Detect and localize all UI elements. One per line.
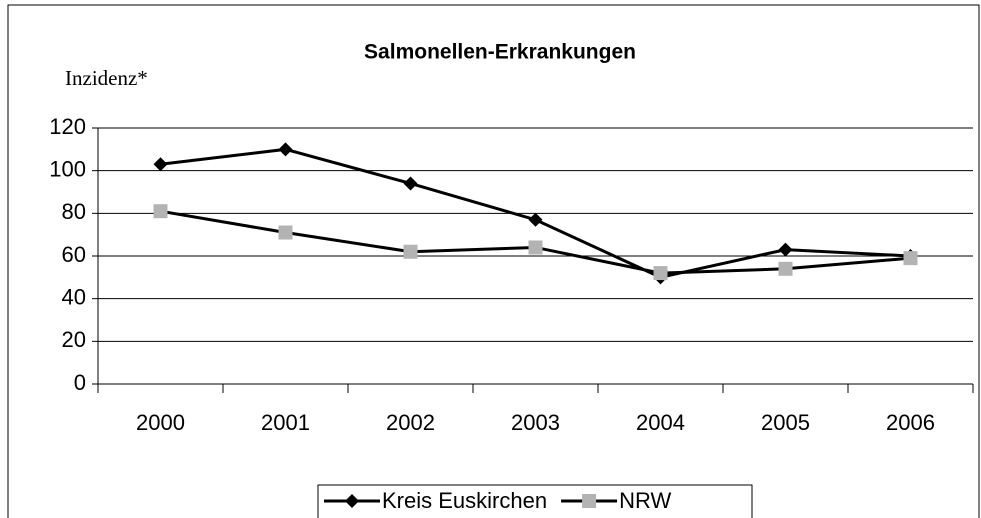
marker [528, 240, 543, 255]
x-tick-label: 2002 [386, 410, 435, 435]
marker [278, 142, 293, 157]
marker [403, 244, 418, 259]
chart-title: Salmonellen-Erkrankungen [364, 41, 636, 64]
marker [903, 251, 918, 266]
marker [403, 176, 418, 191]
y-tick-label: 40 [62, 284, 86, 309]
x-tick-label: 2000 [136, 410, 185, 435]
legend-label: Kreis Euskirchen [382, 488, 547, 513]
y-tick-label: 0 [74, 370, 86, 395]
x-tick-label: 2006 [886, 410, 935, 435]
legend-marker [345, 494, 359, 508]
chart-frame [7, 4, 980, 518]
legend-box [317, 484, 753, 518]
y-tick-label: 100 [49, 156, 86, 181]
x-tick-label: 2005 [761, 410, 810, 435]
marker [778, 242, 793, 257]
y-tick-label: 60 [62, 242, 86, 267]
marker [153, 157, 168, 172]
marker [528, 212, 543, 227]
marker [653, 266, 668, 281]
y-axis-label: Inzidenz* [65, 66, 148, 90]
legend-label: NRW [619, 488, 671, 513]
marker [153, 204, 168, 219]
legend-marker [582, 494, 597, 508]
y-tick-label: 120 [49, 114, 86, 139]
marker [278, 225, 293, 240]
x-tick-label: 2001 [261, 410, 310, 435]
x-tick-label: 2003 [511, 410, 560, 435]
y-tick-label: 20 [62, 327, 86, 352]
x-tick-label: 2004 [636, 410, 685, 435]
marker [778, 261, 793, 276]
y-tick-label: 80 [62, 199, 86, 224]
